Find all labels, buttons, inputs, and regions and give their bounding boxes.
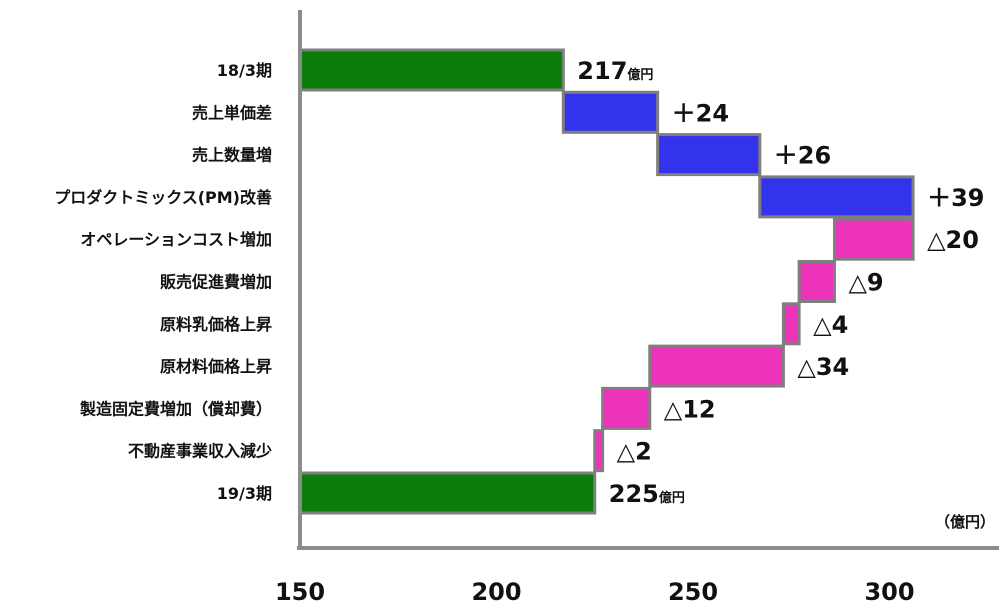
category-label: 販売促進費増加 [160, 273, 272, 292]
bar-decrease [832, 217, 915, 261]
data-label: △20 [927, 226, 979, 254]
data-label: ＋24 [672, 99, 729, 127]
data-label: 225億円 [609, 480, 685, 508]
category-label: 19/3期 [217, 484, 272, 503]
x-tick-labels: 150 200 250 300 [275, 578, 915, 606]
bar-decrease [781, 302, 801, 346]
data-label: ＋39 [927, 184, 984, 212]
data-label: 217億円 [577, 57, 653, 85]
bar-increase [758, 175, 915, 219]
unit-label: （億円） [935, 513, 995, 531]
bar-decrease [648, 344, 785, 388]
bar-increase [561, 90, 660, 134]
category-labels: 18/3期売上単価差売上数量増プロダクトミックス(PM)改善オペレーションコスト… [54, 61, 272, 503]
bar-total [298, 48, 565, 92]
bar-decrease [601, 386, 652, 430]
category-label: 売上数量増 [192, 146, 272, 165]
x-tick-label: 200 [471, 578, 521, 606]
data-label: △9 [848, 269, 883, 297]
data-label: △2 [617, 438, 652, 466]
bar-group [298, 48, 915, 515]
value-labels: 217億円 ＋24 ＋26 ＋39 △20 △9△4 △34 △12 △2 225億円 [577, 57, 984, 508]
data-label: △12 [664, 395, 716, 423]
category-label: 原料乳価格上昇 [160, 315, 272, 334]
bar-decrease [797, 260, 836, 303]
category-label: 製造固定費増加（償却費） [79, 399, 272, 418]
data-label: ＋26 [774, 142, 831, 170]
data-label-unit: 億円 [627, 67, 653, 83]
data-label-unit: 億円 [659, 490, 685, 506]
category-label: プロダクトミックス(PM)改善 [54, 188, 272, 207]
bar-total [298, 471, 597, 515]
bar-decrease [593, 429, 605, 473]
category-label: 18/3期 [217, 61, 272, 80]
category-label: 原材料価格上昇 [160, 357, 272, 376]
data-label: △34 [797, 353, 849, 381]
category-label: オペレーションコスト増加 [80, 230, 272, 249]
category-label: 不動産事業収入減少 [128, 442, 272, 461]
x-tick-label: 300 [864, 578, 914, 606]
data-label: △4 [813, 311, 848, 339]
x-tick-label: 150 [275, 578, 325, 606]
bar-increase [656, 133, 762, 177]
x-tick-label: 250 [668, 578, 718, 606]
category-label: 売上単価差 [192, 103, 272, 122]
